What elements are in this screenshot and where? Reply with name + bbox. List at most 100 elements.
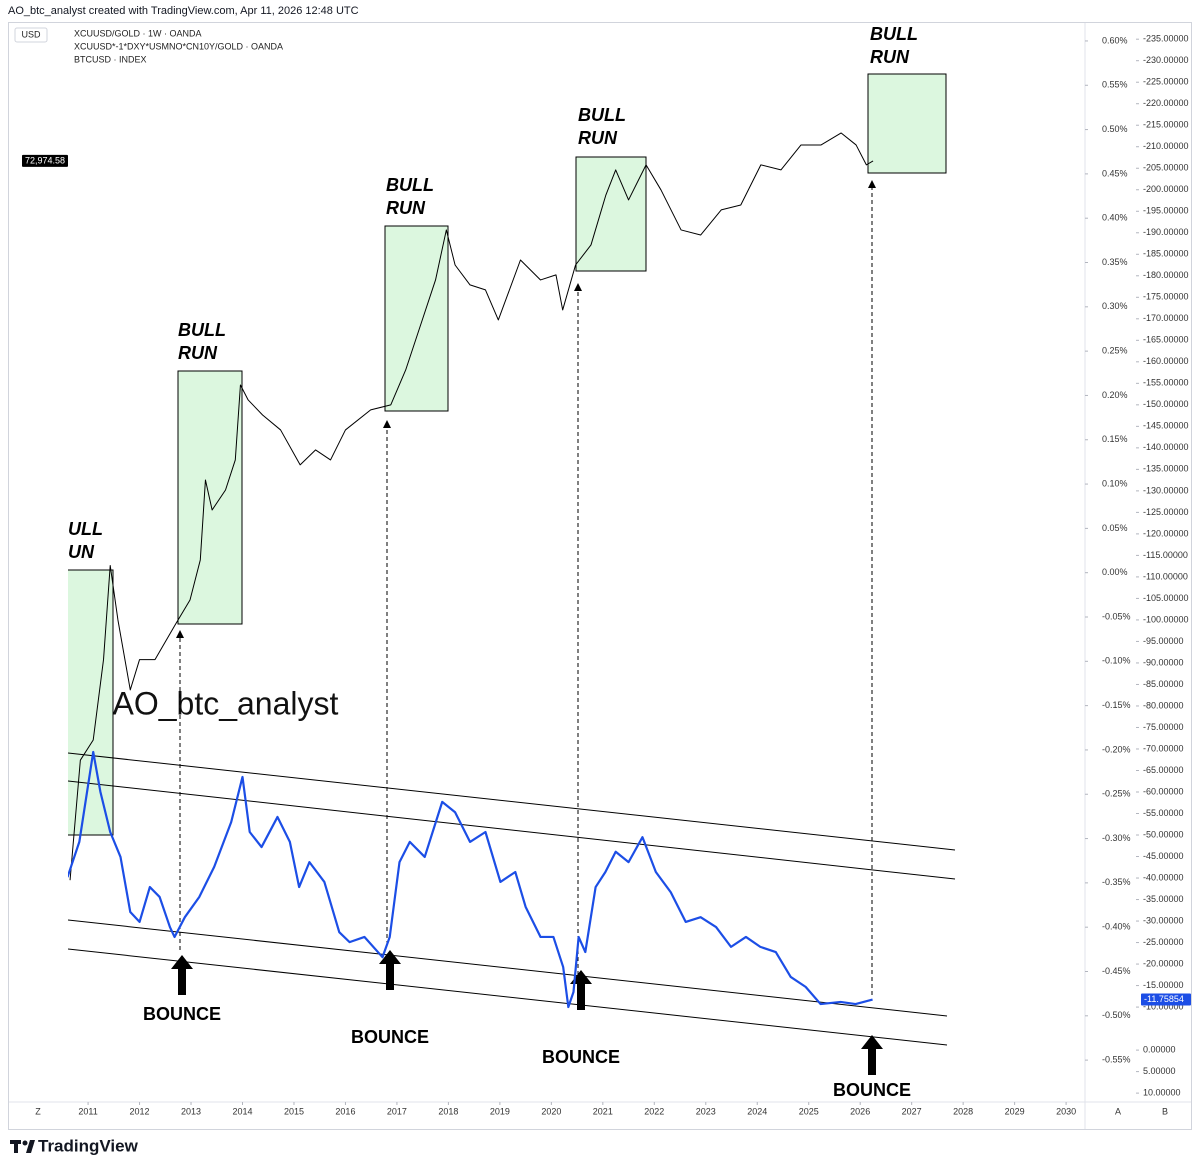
- bull-run-label: RUN: [578, 128, 618, 148]
- y-tick-label: 10.00000: [1143, 1087, 1181, 1097]
- x-tick-label: 2028: [953, 1106, 973, 1116]
- channel-line: [68, 752, 956, 851]
- zoom-button[interactable]: Z: [35, 1106, 41, 1116]
- y-tick-label: -20.00000: [1143, 958, 1184, 968]
- y-tick-label: -90.00000: [1143, 657, 1184, 667]
- bull-run-label: BULL: [578, 105, 626, 125]
- auto-scale-button[interactable]: A: [1115, 1106, 1121, 1116]
- y-tick-label: -120.00000: [1143, 528, 1189, 538]
- brand-name: TradingView: [38, 1136, 139, 1155]
- x-tick-label: 2029: [1005, 1106, 1025, 1116]
- y-tick-label: -210.00000: [1143, 141, 1189, 151]
- arrow-head: [868, 180, 876, 188]
- y-tick-label: -110.00000: [1143, 571, 1188, 581]
- y-tick-label: -135.00000: [1143, 464, 1189, 474]
- brand-logo: [10, 1140, 35, 1153]
- y2-tick-label: -0.30%: [1102, 833, 1131, 843]
- last-value-badge: [22, 154, 68, 167]
- y-tick-label: -160.00000: [1143, 356, 1189, 366]
- x-tick-label: 2021: [593, 1106, 613, 1116]
- bull-run-label: BULL: [178, 320, 226, 340]
- y2-tick-label: 0.20%: [1102, 390, 1128, 400]
- y-tick-label: -225.00000: [1143, 77, 1189, 87]
- bull-run-label: BULL: [386, 175, 434, 195]
- legend-entry: BTCUSD · INDEX: [74, 54, 147, 64]
- x-tick-label: 2020: [541, 1106, 561, 1116]
- y-tick-label: -35.00000: [1143, 894, 1184, 904]
- y-tick-label: -80.00000: [1143, 700, 1184, 710]
- y2-tick-label: 0.45%: [1102, 168, 1128, 178]
- y-tick-label: -230.00000: [1143, 55, 1189, 65]
- bull-run-label: RUN: [386, 198, 426, 218]
- bull-run-box: [177, 370, 243, 625]
- y2-tick-label: 0.00%: [1102, 567, 1128, 577]
- y2-tick-label: 0.50%: [1102, 124, 1128, 134]
- bull-run-label: RUN: [870, 47, 910, 67]
- y2-tick-label: 0.35%: [1102, 257, 1128, 267]
- y2-tick-label: -0.35%: [1102, 877, 1131, 887]
- arrow-head: [176, 630, 184, 638]
- y2-tick-label: -0.25%: [1102, 789, 1131, 799]
- bounce-label: BOUNCE: [833, 1080, 911, 1100]
- bounce-arrow: [171, 955, 193, 995]
- legend-entry: XCUUSD*-1*DXY*USMNO*CN10Y/GOLD · OANDA: [74, 41, 283, 51]
- y2-tick-label: 0.55%: [1102, 80, 1128, 90]
- y-tick-label: -200.00000: [1143, 184, 1189, 194]
- y-tick-label: -50.00000: [1143, 829, 1184, 839]
- y-tick-label: -40.00000: [1143, 872, 1184, 882]
- x-tick-label: 2018: [438, 1106, 458, 1116]
- x-tick-label: 2017: [387, 1106, 407, 1116]
- y2-tick-label: 0.30%: [1102, 301, 1128, 311]
- bounce-label: BOUNCE: [542, 1047, 620, 1067]
- legend-main: XCUUSD/GOLD · 1W · OANDA: [74, 28, 202, 38]
- y-tick-label: -175.00000: [1143, 292, 1189, 302]
- channel-line: [68, 780, 956, 880]
- y-tick-label: -170.00000: [1143, 313, 1189, 323]
- header-credit: AO_btc_analyst created with TradingView.…: [8, 5, 359, 17]
- y-tick-label: -15.00000: [1143, 980, 1184, 990]
- y-tick-label: -45.00000: [1143, 851, 1184, 861]
- y2-tick-label: -0.05%: [1102, 611, 1131, 621]
- log-scale-button[interactable]: B: [1162, 1106, 1168, 1116]
- y2-tick-label: 0.10%: [1102, 478, 1128, 488]
- bounce-label: BOUNCE: [143, 1004, 221, 1024]
- y-tick-label: -65.00000: [1143, 765, 1184, 775]
- x-tick-label: 2012: [130, 1106, 150, 1116]
- bull-run-box: [68, 569, 114, 836]
- y-tick-label: -75.00000: [1143, 722, 1184, 732]
- y-tick-label: -55.00000: [1143, 808, 1184, 818]
- y2-tick-label: -0.10%: [1102, 656, 1131, 666]
- y-tick-label: -10.00000: [1143, 1001, 1184, 1011]
- y2-tick-label: 0.40%: [1102, 213, 1128, 223]
- y2-tick-label: -0.55%: [1102, 1054, 1131, 1064]
- watermark: @AO_btc_analyst: [80, 685, 339, 721]
- y-tick-label: -85.00000: [1143, 679, 1184, 689]
- x-tick-label: 2014: [232, 1106, 252, 1116]
- y2-tick-label: -0.15%: [1102, 700, 1131, 710]
- y2-tick-label: 0.25%: [1102, 346, 1128, 356]
- y-tick-label: -100.00000: [1143, 614, 1189, 624]
- bull-run-box: [867, 73, 947, 174]
- bull-run-label: RUN: [55, 542, 95, 562]
- last-value-label: -11.75854: [1144, 994, 1184, 1004]
- y2-tick-label: -0.20%: [1102, 744, 1131, 754]
- y-tick-label: -155.00000: [1143, 378, 1189, 388]
- x-tick-label: 2019: [490, 1106, 510, 1116]
- currency-label[interactable]: USD: [21, 29, 41, 39]
- y-tick-label: -185.00000: [1143, 249, 1189, 259]
- y-tick-label: -190.00000: [1143, 227, 1189, 237]
- currency-button[interactable]: [14, 27, 48, 43]
- arrow-head: [383, 420, 391, 428]
- y-tick-label: -165.00000: [1143, 335, 1189, 345]
- y-tick-label: 5.00000: [1143, 1066, 1176, 1076]
- y-tick-label: -30.00000: [1143, 915, 1184, 925]
- bounce-arrow: [379, 950, 401, 990]
- x-tick-label: 2015: [284, 1106, 304, 1116]
- y-tick-label: -180.00000: [1143, 270, 1189, 280]
- series-line: [69, 132, 874, 881]
- x-tick-label: 2022: [644, 1106, 664, 1116]
- x-tick-label: 2025: [799, 1106, 819, 1116]
- channel-line: [68, 919, 948, 1017]
